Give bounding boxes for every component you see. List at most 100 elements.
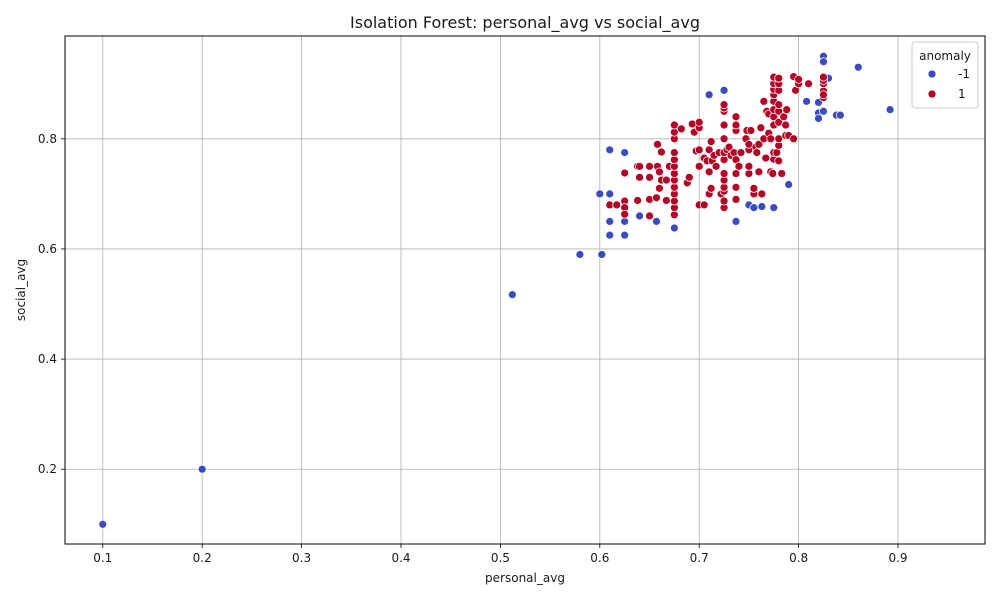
- point-anomaly-1: [734, 161, 744, 171]
- x-tick-label: 0.8: [789, 551, 808, 565]
- point-anomaly-1: [711, 161, 721, 171]
- x-ticks: 0.1 0.2 0.3 0.4 0.5 0.6 0.7 0.8 0.9: [93, 544, 908, 565]
- point-anomaly-1: [657, 147, 666, 157]
- point-anomaly-neg1: [731, 217, 741, 226]
- point-anomaly-neg1: [769, 203, 779, 213]
- point-anomaly-1: [731, 195, 741, 204]
- point-anomaly-1: [782, 105, 792, 115]
- point-anomaly-1: [724, 142, 734, 152]
- point-anomaly-1: [736, 148, 746, 157]
- x-tick-label: 0.2: [193, 551, 212, 565]
- point-anomaly-1: [819, 72, 828, 82]
- y-tick-label: 0.2: [38, 462, 57, 476]
- point-anomaly-1: [645, 211, 654, 221]
- point-anomaly-1: [620, 209, 630, 219]
- point-anomaly-1: [662, 175, 671, 185]
- point-anomaly-1: [774, 134, 784, 144]
- point-anomaly-1: [655, 167, 664, 177]
- legend-marker-neg1: [927, 69, 937, 79]
- point-anomaly-1: [757, 189, 767, 199]
- point-anomaly-1: [704, 145, 714, 155]
- point-anomaly-1: [754, 139, 764, 149]
- point-anomaly-neg1: [605, 145, 615, 155]
- point-anomaly-neg1: [757, 202, 767, 211]
- y-tick-label: 0.6: [38, 242, 57, 256]
- point-anomaly-neg1: [605, 230, 615, 240]
- point-anomaly-neg1: [597, 250, 607, 259]
- x-axis-label: personal_avg: [485, 571, 565, 585]
- point-anomaly-1: [633, 196, 642, 205]
- y-tick-label: 0.4: [38, 352, 57, 366]
- point-anomaly-1: [645, 161, 654, 171]
- point-anomaly-1: [635, 161, 644, 171]
- point-anomaly-1: [761, 153, 771, 163]
- point-anomaly-1: [777, 169, 787, 178]
- points: [98, 51, 895, 529]
- point-anomaly-neg1: [784, 180, 794, 189]
- point-anomaly-1: [706, 183, 716, 193]
- point-anomaly-1: [749, 183, 759, 193]
- point-anomaly-1: [655, 183, 664, 193]
- point-anomaly-1: [645, 172, 654, 182]
- point-anomaly-1: [694, 161, 704, 171]
- point-anomaly-neg1: [575, 250, 585, 259]
- legend-marker-1: [927, 89, 937, 99]
- point-anomaly-1: [746, 126, 756, 135]
- point-anomaly-1: [731, 182, 741, 192]
- x-tick-label: 0.7: [690, 551, 709, 565]
- point-anomaly-1: [684, 172, 694, 182]
- point-anomaly-1: [756, 123, 766, 133]
- point-anomaly-1: [719, 120, 729, 130]
- point-anomaly-neg1: [635, 211, 644, 221]
- point-anomaly-neg1: [814, 114, 823, 123]
- point-anomaly-neg1: [620, 230, 630, 240]
- point-anomaly-1: [789, 134, 799, 144]
- point-anomaly-1: [731, 112, 741, 122]
- point-anomaly-1: [612, 200, 622, 210]
- point-anomaly-1: [653, 139, 662, 149]
- point-anomaly-neg1: [197, 464, 207, 474]
- point-anomaly-1: [794, 74, 803, 84]
- point-anomaly-neg1: [819, 106, 828, 116]
- point-anomaly-neg1: [819, 57, 828, 67]
- legend-label-1: 1: [958, 87, 966, 101]
- point-anomaly-neg1: [835, 110, 845, 120]
- point-anomaly-1: [676, 124, 686, 134]
- point-anomaly-1: [719, 196, 729, 206]
- point-anomaly-neg1: [885, 105, 895, 115]
- point-anomaly-neg1: [802, 96, 811, 106]
- point-anomaly-neg1: [620, 148, 630, 157]
- point-anomaly-neg1: [749, 203, 759, 213]
- point-anomaly-1: [819, 90, 828, 100]
- legend-label-neg1: -1: [958, 67, 970, 81]
- point-anomaly-1: [694, 117, 704, 127]
- x-tick-label: 0.4: [391, 551, 410, 565]
- point-anomaly-1: [768, 169, 778, 178]
- point-anomaly-1: [652, 193, 661, 203]
- y-ticks: 0.2 0.4 0.6 0.8: [38, 132, 65, 476]
- point-anomaly-1: [804, 79, 813, 89]
- point-anomaly-neg1: [98, 519, 108, 529]
- legend-title: anomaly: [919, 49, 971, 63]
- point-anomaly-1: [774, 73, 784, 83]
- point-anomaly-1: [752, 148, 762, 157]
- x-tick-label: 0.1: [93, 551, 112, 565]
- point-anomaly-1: [719, 169, 729, 178]
- y-axis-label: social_avg: [14, 259, 28, 321]
- point-anomaly-1: [669, 148, 679, 157]
- point-anomaly-1: [781, 120, 791, 130]
- point-anomaly-1: [719, 100, 729, 110]
- chart-title: Isolation Forest: personal_avg vs social…: [350, 13, 700, 33]
- x-tick-label: 0.5: [491, 551, 510, 565]
- plot-area: [65, 36, 985, 544]
- point-anomaly-1: [731, 120, 741, 130]
- point-anomaly-1: [719, 134, 729, 144]
- point-anomaly-1: [774, 156, 784, 166]
- point-anomaly-neg1: [595, 189, 605, 199]
- point-anomaly-1: [662, 196, 671, 205]
- point-anomaly-neg1: [669, 223, 679, 233]
- point-anomaly-1: [766, 134, 776, 144]
- x-tick-label: 0.6: [590, 551, 609, 565]
